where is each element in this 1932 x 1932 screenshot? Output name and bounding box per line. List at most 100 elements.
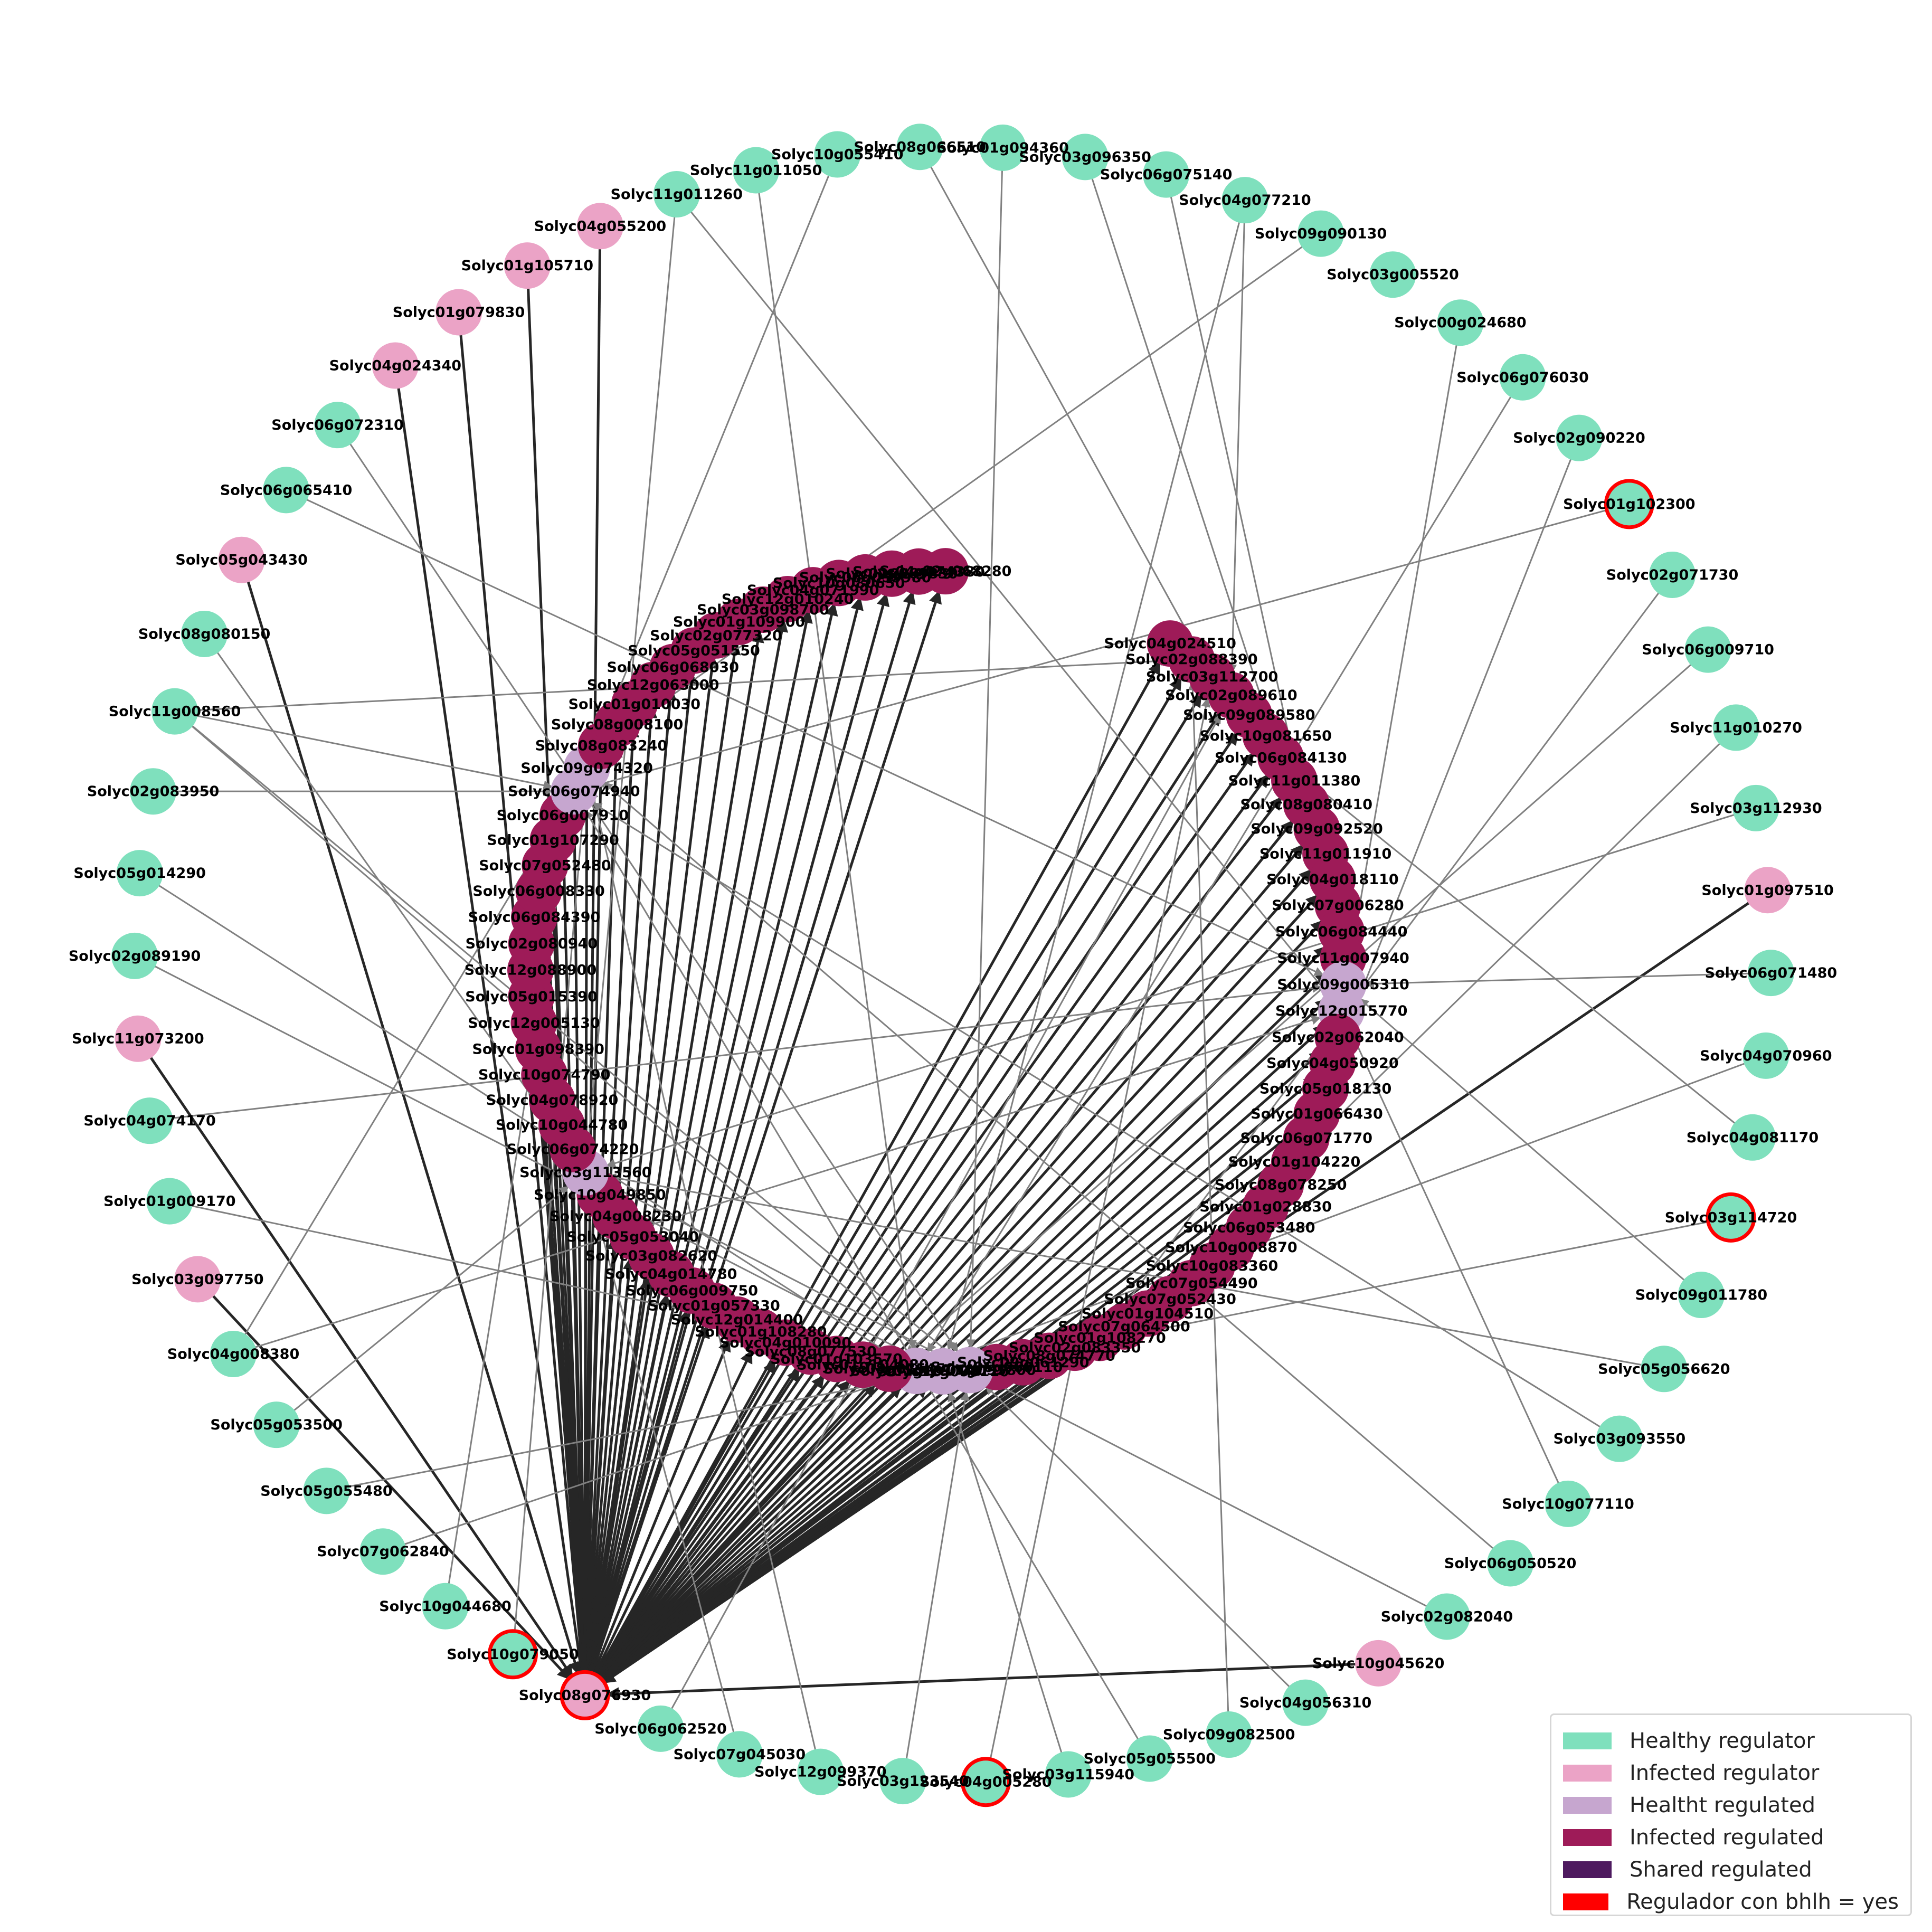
regulator-node[interactable] <box>1747 950 1794 997</box>
regulated-node[interactable] <box>922 548 969 595</box>
regulator-node[interactable] <box>210 1331 257 1378</box>
regulator-node[interactable] <box>126 1097 173 1144</box>
regulator-node[interactable] <box>1744 867 1791 914</box>
edge-grey <box>1297 771 1737 1125</box>
regulator-node[interactable] <box>218 536 265 583</box>
edge-dark <box>600 1379 981 1683</box>
node-label: Solyc02g090220 <box>1513 430 1645 447</box>
regulator-node[interactable] <box>130 768 177 815</box>
node-label: Solyc01g103570 <box>770 1351 902 1367</box>
legend-label: Infected regulator <box>1630 1760 1820 1785</box>
regulator-node[interactable] <box>1596 1415 1643 1462</box>
regulator-node[interactable] <box>116 850 163 897</box>
regulator-node[interactable] <box>716 1731 763 1778</box>
regulator-node[interactable] <box>1062 134 1109 181</box>
regulator-node[interactable] <box>653 171 700 217</box>
node-label: Solyc05g055480 <box>260 1483 392 1499</box>
regulator-node[interactable] <box>576 203 623 250</box>
regulator-node[interactable] <box>435 289 482 336</box>
regulator-node[interactable] <box>146 1178 193 1225</box>
regulator-node[interactable] <box>560 1670 610 1720</box>
regulator-node[interactable] <box>733 147 780 194</box>
regulator-node[interactable] <box>1206 1711 1253 1758</box>
edge-dark <box>599 1385 902 1682</box>
regulator-node[interactable] <box>1126 1735 1173 1782</box>
regulator-node[interactable] <box>1499 354 1546 401</box>
regulator-node[interactable] <box>979 124 1026 171</box>
node-label: Solyc05g053500 <box>210 1417 342 1433</box>
regulator-node[interactable] <box>1732 784 1779 831</box>
regulator-node[interactable] <box>487 1629 538 1680</box>
regulator-node[interactable] <box>181 610 228 657</box>
edge-dark <box>594 693 1202 1678</box>
regulator-node[interactable] <box>1678 1272 1725 1319</box>
regulator-node[interactable] <box>263 467 310 514</box>
node-label: Solyc08g077530 <box>744 1343 876 1360</box>
regulator-node[interactable] <box>1423 1593 1470 1640</box>
node-label: Solyc03g096350 <box>1019 149 1151 165</box>
edge-grey <box>1091 176 1276 738</box>
regulator-node[interactable] <box>151 688 198 735</box>
node-label: Solyc12g099370 <box>754 1764 886 1781</box>
regulator-node[interactable] <box>1045 1751 1092 1798</box>
regulator-node[interactable] <box>879 1758 926 1805</box>
node-label: Solyc01g094360 <box>936 140 1068 156</box>
regulator-node[interactable] <box>1143 151 1190 198</box>
regulator-node[interactable] <box>814 131 861 178</box>
regulator-node[interactable] <box>1298 210 1344 257</box>
regulator-node[interactable] <box>359 1528 406 1575</box>
node-label: Solyc04g008380 <box>167 1346 299 1362</box>
regulator-node[interactable] <box>111 932 158 979</box>
node-label: Solyc07g054490 <box>1125 1275 1257 1292</box>
regulator-node[interactable] <box>637 1705 684 1752</box>
regulator-node[interactable] <box>797 1748 844 1795</box>
regulator-node[interactable] <box>422 1583 469 1630</box>
node-label: Solyc03g114720 <box>1665 1209 1797 1226</box>
regulator-node[interactable] <box>1742 1032 1789 1079</box>
node-label: Solyc01g010030 <box>569 696 700 713</box>
regulator-node[interactable] <box>1221 177 1268 224</box>
regulator-node[interactable] <box>1729 1114 1776 1161</box>
regulator-node[interactable] <box>1437 299 1484 346</box>
node-label: Solyc10g074790 <box>478 1067 610 1083</box>
node-label: Solyc12g005130 <box>468 1015 600 1031</box>
regulator-node[interactable] <box>1706 1192 1756 1243</box>
node-label: Solyc00g024680 <box>1394 315 1526 331</box>
edge-dark <box>588 602 838 1675</box>
node-label: Solyc06g008330 <box>472 883 604 899</box>
regulator-node[interactable] <box>1684 626 1731 673</box>
edge-dark <box>579 247 602 1674</box>
node-label: Solyc03g112700 <box>1146 669 1278 685</box>
regulator-node[interactable] <box>1355 1640 1402 1687</box>
regulator-node[interactable] <box>1556 414 1603 461</box>
regulator-node[interactable] <box>1282 1679 1329 1726</box>
regulator-node[interactable] <box>1712 704 1759 751</box>
regulator-node[interactable] <box>174 1256 221 1303</box>
regulator-node[interactable] <box>314 402 361 449</box>
node-label: Solyc11g010270 <box>1670 719 1802 736</box>
edge-grey <box>989 697 1211 1761</box>
regulator-node[interactable] <box>1487 1540 1534 1587</box>
node-label: Solyc03g112930 <box>1690 800 1822 817</box>
node-label: Solyc12g015770 <box>1275 1003 1407 1019</box>
regulator-node[interactable] <box>1649 551 1696 598</box>
edge-grey <box>348 442 959 1353</box>
node-label: Solyc01g107290 <box>487 832 619 848</box>
regulator-node[interactable] <box>1641 1346 1688 1393</box>
regulator-node[interactable] <box>253 1401 300 1448</box>
edge-grey <box>606 1173 1644 1366</box>
regulator-node[interactable] <box>303 1467 350 1514</box>
edge-grey <box>514 789 589 1634</box>
node-label: Solyc05g043430 <box>175 552 307 569</box>
edge-grey <box>594 508 1609 788</box>
regulator-node[interactable] <box>115 1015 162 1062</box>
regulator-node[interactable] <box>960 1757 1011 1807</box>
regulator-node[interactable] <box>372 342 419 389</box>
regulator-node[interactable] <box>504 242 551 289</box>
regulator-node[interactable] <box>1369 251 1416 298</box>
regulator-node[interactable] <box>1604 479 1654 529</box>
regulator-node[interactable] <box>896 124 943 171</box>
edge-grey <box>936 1062 1747 1365</box>
regulator-node[interactable] <box>1545 1480 1592 1527</box>
edge-dark <box>587 618 789 1675</box>
